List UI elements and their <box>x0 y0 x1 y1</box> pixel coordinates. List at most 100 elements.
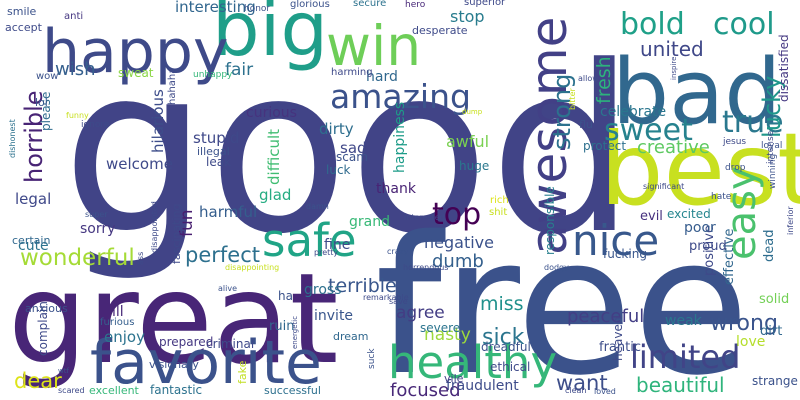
word-harmful: harmful <box>199 203 257 221</box>
word-loyal: loyal <box>761 141 782 151</box>
word-crazy: crazy <box>387 247 409 256</box>
word-jesus: jesus <box>722 137 746 147</box>
word-terrible: terrible <box>328 275 397 297</box>
word-perfect: perfect <box>185 243 260 267</box>
word-solid: solid <box>759 292 789 307</box>
word-damn: damn <box>306 202 329 211</box>
word-winning: winning <box>768 154 778 189</box>
word-inspire: inspire <box>670 57 678 80</box>
word-free: free <box>375 196 750 400</box>
word-dream: dream <box>333 330 369 343</box>
word-strange: strange <box>752 374 798 388</box>
word-hate: hate <box>711 192 732 202</box>
word-hahaha: hahaha <box>167 68 178 105</box>
word-wrong: wrong <box>710 311 778 336</box>
word-cute: cute <box>18 238 49 254</box>
word-dishonest: dishonest <box>8 119 17 158</box>
word-disappointing: disappointing <box>225 263 279 272</box>
word-fresh: fresh <box>593 56 615 104</box>
word-limited: limited <box>630 338 740 376</box>
word-ruin: ruin <box>269 319 294 334</box>
word-horrendous: horrendous <box>403 263 448 272</box>
word-fair: fair <box>225 60 253 80</box>
word-hilarious: hilarious <box>149 89 167 153</box>
word-luck: luck <box>326 163 351 177</box>
word-honor: honor <box>244 4 270 14</box>
word-fucking: fucking <box>603 247 647 261</box>
word-loved: loved <box>594 387 616 396</box>
word-thank: thank <box>376 181 417 197</box>
word-excellent: excellent <box>89 384 140 397</box>
word-clean: clean <box>565 386 587 395</box>
word-save: save <box>389 297 408 306</box>
word-wow: wow <box>36 71 58 82</box>
word-top: top <box>432 197 481 232</box>
word-desperate: desperate <box>412 24 468 37</box>
word-favorite: favorite <box>90 328 322 398</box>
word-scared: scared <box>58 386 85 395</box>
word-beautiful: beautiful <box>636 373 725 397</box>
word-harming: harming <box>331 67 373 78</box>
word-nasty: nasty <box>424 325 471 345</box>
word-love: love <box>736 334 765 350</box>
word-agree: agree <box>396 303 445 323</box>
word-furious: furious <box>100 317 134 328</box>
word-evil: evil <box>640 209 663 224</box>
word-big: big <box>212 0 328 73</box>
word-proud: proud <box>689 239 727 254</box>
word-remarkable: remarkable <box>363 293 409 302</box>
word-bitter: bitter <box>568 88 577 110</box>
word-smile: smile <box>7 5 37 18</box>
word-frantic: frantic <box>599 340 641 355</box>
word-bad: bad <box>612 40 781 145</box>
word-nice: nice <box>572 216 659 265</box>
word-excited: excited <box>667 207 711 221</box>
word-win: win <box>326 14 421 78</box>
word-negative: negative <box>424 233 494 252</box>
word-ass: ass <box>136 252 145 265</box>
word-leak: leak <box>206 155 231 169</box>
word-glad: glad <box>259 186 291 204</box>
word-ha: ha <box>278 289 293 303</box>
word-sweat: sweat <box>118 66 154 80</box>
word-protect: protect <box>583 139 626 153</box>
word-hero: hero <box>405 0 426 10</box>
word-miss: miss <box>480 293 524 315</box>
word-funny: funny <box>66 111 89 120</box>
word-fantastic: fantastic <box>150 383 202 397</box>
word-easy: easy <box>719 166 765 260</box>
word-lol: lol <box>35 96 48 109</box>
word-fraudulent: fraudulent <box>446 378 519 394</box>
word-wish: wish <box>55 59 96 80</box>
word-true: true <box>722 105 784 140</box>
word-stop: stop <box>450 7 485 26</box>
word-grand: grand <box>349 214 390 230</box>
word-hard: hard <box>366 69 398 85</box>
word-complain: complain <box>36 301 50 356</box>
word-awesome: awesome <box>520 17 578 255</box>
word-prepared: prepared <box>159 335 213 349</box>
word-poor: poor <box>684 220 716 236</box>
word-united: united <box>640 37 704 61</box>
word-effective: effective <box>722 228 737 285</box>
word-want: want <box>556 371 608 395</box>
word-ill: ill <box>112 304 124 320</box>
word-dodgy: dodgy <box>544 263 569 272</box>
word-shit: shit <box>489 207 507 218</box>
word-safe: safe <box>262 214 357 267</box>
word-energetic: energetic <box>291 316 299 349</box>
word-dump: dump <box>462 108 483 116</box>
word-wtf: wtf <box>58 367 69 375</box>
word-sorry: sorry <box>80 221 115 237</box>
word-huge: huge <box>459 159 489 173</box>
word-dear: dear <box>14 369 62 393</box>
word-dumb: dumb <box>432 251 484 272</box>
word-strong: strong <box>548 74 576 150</box>
word-healthy: healthy <box>388 336 557 389</box>
word-significant: significant <box>643 182 684 191</box>
word-allow: allow <box>578 74 599 83</box>
word-focused: focused <box>390 380 461 400</box>
word-inferior: inferior <box>786 206 795 235</box>
word-rich: rich <box>490 195 509 206</box>
